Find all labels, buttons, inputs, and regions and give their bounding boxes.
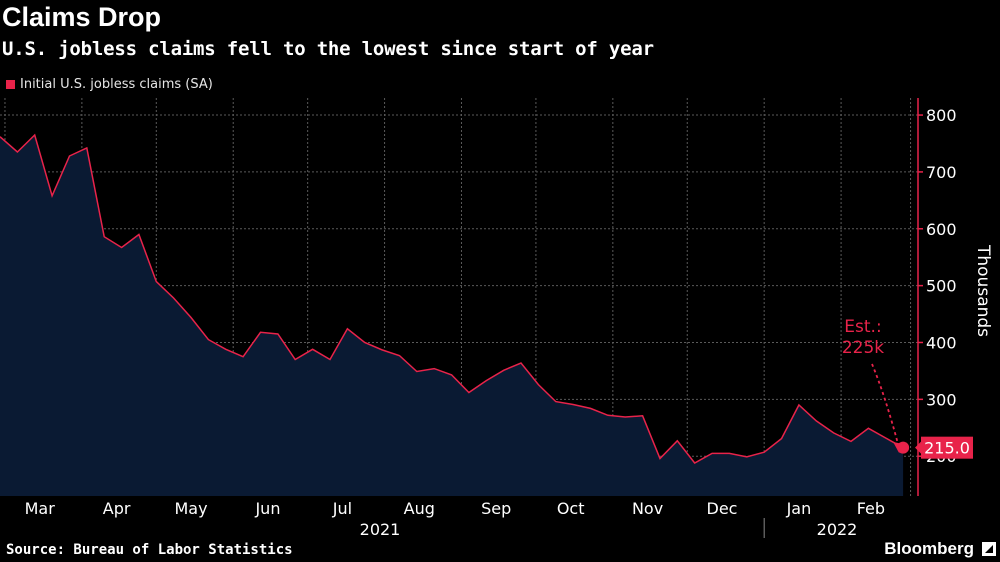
source-note: Source: Bureau of Labor Statistics <box>6 542 293 558</box>
x-tick-label: Aug <box>404 499 435 518</box>
y-tick-label: 800 <box>926 106 957 125</box>
y-tick-label: 600 <box>926 220 957 239</box>
brand-logo: Bloomberg <box>884 539 974 558</box>
y-axis-label: Thousands <box>973 244 993 337</box>
last-value-badge <box>921 436 973 459</box>
y-tick-label: 300 <box>926 390 957 409</box>
year-label: 2021 <box>360 520 401 539</box>
chart-title: Claims Drop <box>2 2 162 32</box>
series-line <box>0 133 904 464</box>
legend-label: Initial U.S. jobless claims (SA) <box>20 77 213 92</box>
x-tick-label: Oct <box>557 499 585 518</box>
y-tick-label: 400 <box>926 333 957 352</box>
estimate-annotation-line1: Est.: <box>844 317 881 337</box>
series-area <box>0 135 904 496</box>
year-label: 2022 <box>817 520 858 539</box>
bloomberg-icon <box>982 542 996 556</box>
y-tick-label: 700 <box>926 163 957 182</box>
x-tick-label: Mar <box>25 499 56 518</box>
x-tick-label: May <box>175 499 208 518</box>
legend-swatch <box>6 80 15 89</box>
legend: Initial U.S. jobless claims (SA) <box>6 77 213 92</box>
x-tick-label: Sep <box>481 499 511 518</box>
y-tick-label: 500 <box>926 277 957 296</box>
last-value-badge-pointer <box>915 441 921 454</box>
x-tick-label: Nov <box>632 499 663 518</box>
x-tick-label: Jul <box>332 499 352 518</box>
x-tick-label: Dec <box>707 499 738 518</box>
last-value-label: 215.0 <box>924 439 970 458</box>
chart-subtitle: U.S. jobless claims fell to the lowest s… <box>2 38 654 60</box>
x-tick-label: Jan <box>786 499 812 518</box>
x-tick-label: Apr <box>103 499 131 518</box>
x-tick-label: Jun <box>254 499 280 518</box>
x-tick-label: Feb <box>857 499 885 518</box>
estimate-arrowhead <box>893 441 904 453</box>
estimate-arrow <box>871 363 900 449</box>
estimate-annotation-line2: 225k <box>842 338 884 358</box>
